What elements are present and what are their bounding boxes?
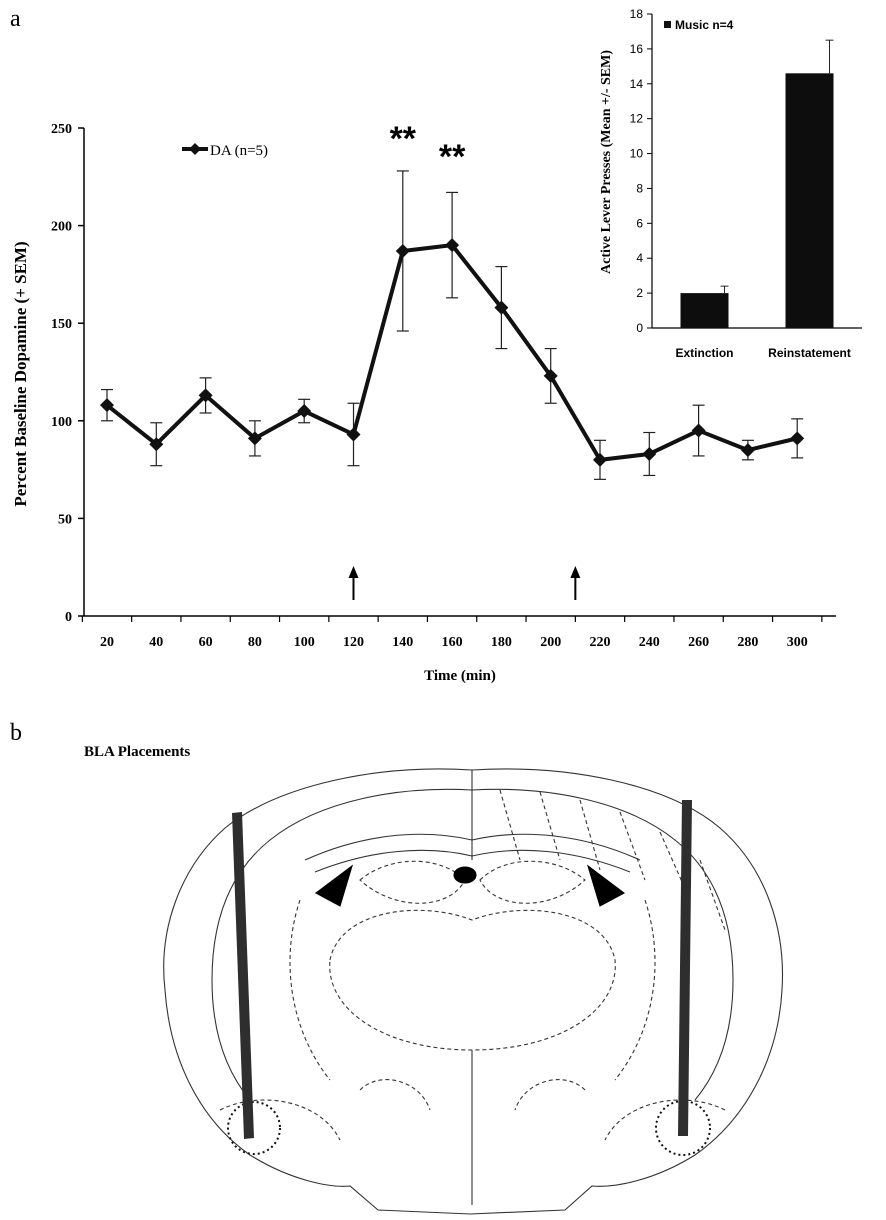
data-point <box>494 300 509 315</box>
data-point <box>642 446 657 461</box>
inset-y-tick-label: 14 <box>630 77 644 91</box>
inset-y-tick-label: 2 <box>636 286 643 300</box>
inset-category-label: Reinstatement <box>768 346 851 360</box>
stimulus-arrow-head <box>570 566 581 578</box>
data-point <box>198 388 213 403</box>
inset-y-axis-label: Active Lever Presses (Mean +/- SEM) <box>599 50 614 274</box>
internal-capsule <box>289 899 656 1081</box>
y-axis-label: Percent Baseline Dopamine (+ SEM) <box>11 241 30 506</box>
data-point <box>247 431 262 446</box>
x-tick-label: 280 <box>737 635 758 650</box>
data-point <box>100 398 114 413</box>
left-bla-target <box>227 1101 281 1155</box>
thalamus <box>329 909 616 1051</box>
x-tick-label: 60 <box>199 635 213 650</box>
x-tick-label: 140 <box>392 635 413 650</box>
x-tick-label: 260 <box>688 635 709 650</box>
x-tick-label: 40 <box>149 635 163 650</box>
data-point <box>395 243 410 258</box>
inset-category-label: Extinction <box>675 346 733 360</box>
x-axis-label: Time (min) <box>424 668 496 684</box>
y-tick-label: 100 <box>51 415 72 430</box>
brain-section-diagram <box>163 768 784 1215</box>
data-point <box>543 368 558 383</box>
panel-b-label: b <box>10 720 22 746</box>
legend-marker <box>189 143 201 155</box>
panel-a-label: a <box>10 6 21 32</box>
main-legend: DA (n=5) <box>182 143 268 159</box>
hippocampus <box>359 860 586 904</box>
inset-y-tick-label: 0 <box>636 321 643 335</box>
stimulus-arrow-head <box>348 566 359 578</box>
data-point <box>149 437 164 452</box>
data-point <box>691 423 706 438</box>
brain-outline <box>163 768 784 1215</box>
significance-marks: ** ** <box>390 120 467 176</box>
x-tick-label: 180 <box>491 635 512 650</box>
data-point <box>740 443 755 458</box>
lever-press-bar-chart: 0 2 4 6 8 10 12 14 16 18 Extinction Reinstatement M… <box>599 7 862 360</box>
y-tick-label: 50 <box>58 512 72 527</box>
y-tick-label: 0 <box>65 610 72 625</box>
inset-y-tick-label: 10 <box>630 147 644 161</box>
x-tick-label: 80 <box>248 635 262 650</box>
x-tick-label: 220 <box>590 635 611 650</box>
bar-extinction <box>680 293 729 328</box>
inset-legend-label: Music n=4 <box>675 18 734 32</box>
significance-mark: ** <box>390 120 417 158</box>
left-ventricle <box>314 864 354 907</box>
bar-reinstatement <box>785 73 834 328</box>
lateral-cortex-dashes <box>499 789 726 931</box>
inset-y-tick-label: 18 <box>630 7 644 21</box>
panel-b-title: BLA Placements <box>84 744 190 760</box>
x-tick-label: 160 <box>442 635 463 650</box>
inset-y-tick-label: 12 <box>630 112 644 126</box>
x-tick-label: 100 <box>294 635 315 650</box>
x-tick-label: 300 <box>787 635 808 650</box>
inset-y-tick-label: 4 <box>636 251 643 265</box>
data-point <box>346 427 361 442</box>
data-point <box>593 452 607 467</box>
y-tick-label: 200 <box>51 220 72 235</box>
inset-y-tick-label: 6 <box>636 216 643 230</box>
inset-y-tick-label: 16 <box>630 42 644 56</box>
data-point <box>297 404 312 419</box>
x-tick-label: 20 <box>100 635 114 650</box>
inset-y-tick-label: 8 <box>636 181 643 195</box>
right-probe-track <box>678 800 692 1136</box>
third-ventricle <box>453 866 477 884</box>
inset-axes: 0 2 4 6 8 10 12 14 16 18 Extinction Reinstatement <box>630 7 862 360</box>
legend-label: DA (n=5) <box>210 143 268 159</box>
left-probe-track <box>232 812 254 1139</box>
main-points <box>100 238 805 467</box>
inset-legend: Music n=4 <box>664 18 734 32</box>
inset-bars <box>680 39 834 328</box>
y-tick-label: 250 <box>51 122 72 137</box>
x-tick-label: 120 <box>343 635 364 650</box>
inset-legend-swatch <box>664 21 671 28</box>
significance-mark: ** <box>439 138 466 176</box>
x-tick-label: 200 <box>540 635 561 650</box>
right-ventricle <box>586 864 626 907</box>
y-tick-label: 150 <box>51 317 72 332</box>
x-tick-label: 240 <box>639 635 660 650</box>
cortex-inner-line <box>211 788 734 1101</box>
data-point <box>790 431 805 446</box>
data-point <box>445 238 460 253</box>
stimulus-arrows <box>348 566 581 600</box>
corpus-callosum <box>304 833 641 873</box>
